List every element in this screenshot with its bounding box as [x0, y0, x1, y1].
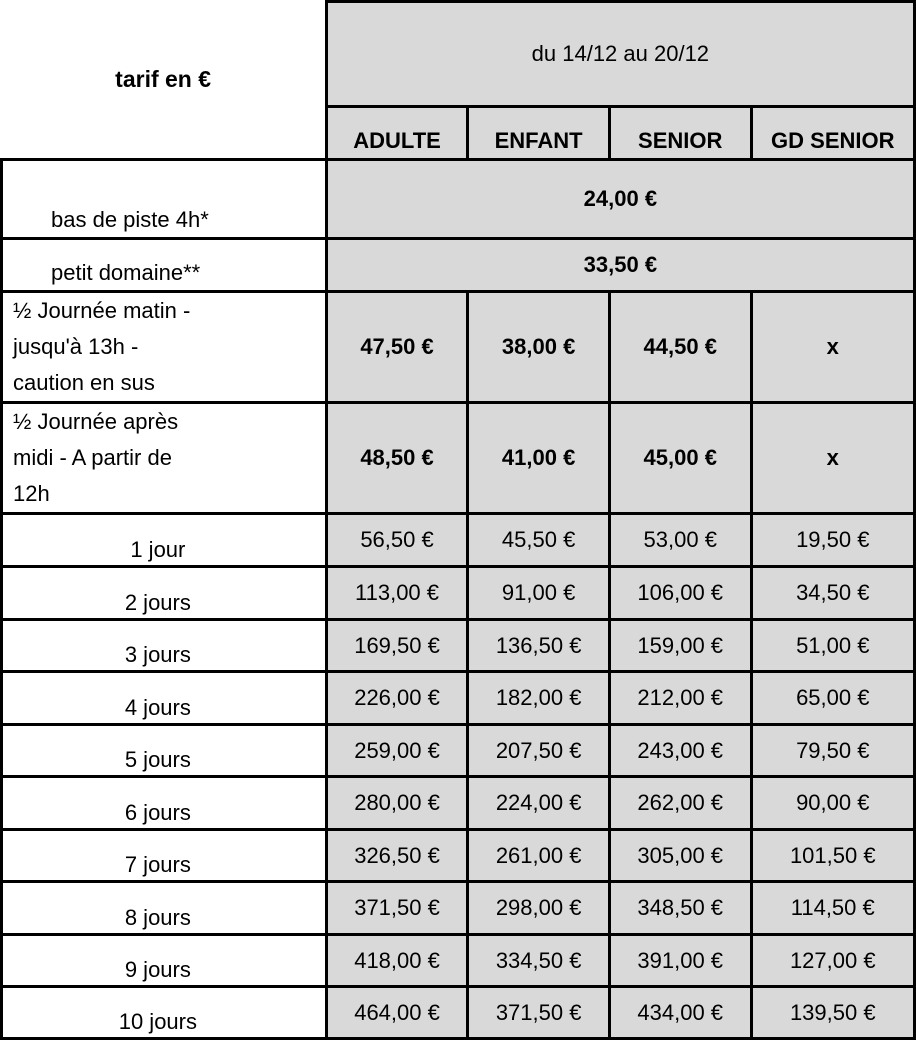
table-row: 7 jours 326,50 €261,00 €305,00 €101,50 €	[0, 828, 916, 883]
table-row: 2 jours 113,00 €91,00 €106,00 €34,50 €	[0, 565, 916, 621]
table-title: tarif en €	[1, 1, 328, 161]
table-row: 3 jours 169,50 €136,50 €159,00 €51,00 €	[0, 618, 916, 673]
price-cell-enfant: 224,00 €	[466, 775, 611, 831]
price-cell-adulte: 259,00 €	[324, 723, 470, 778]
price-cell-senior: 44,50 €	[607, 290, 753, 404]
price-cell-gd-senior: x	[749, 401, 916, 515]
price-cell-gd-senior: 139,50 €	[749, 985, 916, 1040]
row-label: 10 jours	[0, 985, 328, 1040]
table-row: 4 jours 226,00 €182,00 €212,00 €65,00 €	[0, 670, 916, 726]
table-row: 10 jours 464,00 €371,50 €434,00 €139,50 €	[0, 985, 916, 1040]
column-header-gd-senior: GD SENIOR	[749, 105, 916, 161]
price-cell-senior: 262,00 €	[607, 775, 753, 831]
column-header-adulte: ADULTE	[324, 105, 470, 161]
price-cell-all: 24,00 €	[324, 158, 916, 240]
price-cell-enfant: 298,00 €	[466, 880, 611, 936]
price-cell-gd-senior: x	[749, 290, 916, 404]
row-label-line: ½ Journée après	[13, 409, 179, 434]
table-row: bas de piste 4h* 24,00 €	[0, 158, 916, 240]
price-cell-adulte: 326,50 €	[324, 828, 470, 883]
price-cell-enfant: 91,00 €	[466, 565, 611, 621]
row-label-line: midi - A partir de	[13, 445, 172, 470]
row-label: bas de piste 4h*	[0, 158, 328, 240]
price-cell-adulte: 47,50 €	[324, 290, 470, 404]
price-cell-senior: 434,00 €	[607, 985, 753, 1040]
price-cell-adulte: 48,50 €	[324, 401, 470, 515]
price-cell-adulte: 113,00 €	[324, 565, 470, 621]
price-cell-enfant: 136,50 €	[466, 618, 611, 673]
price-cell-enfant: 38,00 €	[466, 290, 611, 404]
price-cell-senior: 212,00 €	[607, 670, 753, 726]
price-cell-senior: 45,00 €	[607, 401, 753, 515]
price-cell-senior: 348,50 €	[607, 880, 753, 936]
price-cell-adulte: 371,50 €	[324, 880, 470, 936]
row-label-line: jusqu'à 13h -	[13, 334, 139, 359]
price-cell-gd-senior: 101,50 €	[749, 828, 916, 883]
column-header-enfant: ENFANT	[466, 105, 611, 161]
column-header-senior: SENIOR	[607, 105, 753, 161]
row-label: 8 jours	[0, 880, 328, 936]
price-cell-adulte: 280,00 €	[324, 775, 470, 831]
row-label: 9 jours	[0, 933, 328, 988]
row-label: 7 jours	[0, 828, 328, 883]
table-row: ½ Journée matin - jusqu'à 13h - caution e…	[0, 290, 916, 404]
price-cell-adulte: 56,50 €	[324, 512, 470, 568]
price-cell-adulte: 226,00 €	[324, 670, 470, 726]
price-cell-enfant: 207,50 €	[466, 723, 611, 778]
row-label: ½ Journée après midi - A partir de 12h	[0, 401, 328, 515]
price-cell-gd-senior: 127,00 €	[749, 933, 916, 988]
price-cell-enfant: 261,00 €	[466, 828, 611, 883]
period-header: du 14/12 au 20/12	[324, 0, 916, 108]
price-cell-senior: 53,00 €	[607, 512, 753, 568]
price-cell-enfant: 334,50 €	[466, 933, 611, 988]
price-cell-gd-senior: 65,00 €	[749, 670, 916, 726]
row-label: 6 jours	[0, 775, 328, 831]
price-cell-enfant: 182,00 €	[466, 670, 611, 726]
price-cell-senior: 159,00 €	[607, 618, 753, 673]
row-label: petit domaine**	[0, 237, 328, 293]
table-row: 9 jours 418,00 €334,50 €391,00 €127,00 €	[0, 933, 916, 988]
price-cell-all: 33,50 €	[324, 237, 916, 293]
row-label: ½ Journée matin - jusqu'à 13h - caution e…	[0, 290, 328, 404]
row-label-line: caution en sus	[13, 370, 155, 395]
row-label: 2 jours	[0, 565, 328, 621]
price-cell-enfant: 41,00 €	[466, 401, 611, 515]
price-cell-gd-senior: 79,50 €	[749, 723, 916, 778]
table-row: 1 jour 56,50 €45,50 €53,00 €19,50 €	[0, 512, 916, 568]
table-row: ½ Journée après midi - A partir de 12h 48,5…	[0, 401, 916, 515]
price-cell-senior: 243,00 €	[607, 723, 753, 778]
table-row: petit domaine** 33,50 €	[0, 237, 916, 293]
row-label-line: ½ Journée matin -	[13, 298, 191, 323]
price-cell-gd-senior: 51,00 €	[749, 618, 916, 673]
price-cell-senior: 106,00 €	[607, 565, 753, 621]
price-cell-senior: 391,00 €	[607, 933, 753, 988]
row-label-line: 12h	[13, 481, 50, 506]
price-cell-enfant: 371,50 €	[466, 985, 611, 1040]
table-row: 8 jours 371,50 €298,00 €348,50 €114,50 €	[0, 880, 916, 936]
table-row: 6 jours 280,00 €224,00 €262,00 €90,00 €	[0, 775, 916, 831]
price-cell-adulte: 418,00 €	[324, 933, 470, 988]
price-cell-gd-senior: 90,00 €	[749, 775, 916, 831]
price-cell-gd-senior: 34,50 €	[749, 565, 916, 621]
price-cell-enfant: 45,50 €	[466, 512, 611, 568]
price-cell-gd-senior: 114,50 €	[749, 880, 916, 936]
row-label: 5 jours	[0, 723, 328, 778]
table-row: 5 jours 259,00 €207,50 €243,00 €79,50 €	[0, 723, 916, 778]
price-cell-gd-senior: 19,50 €	[749, 512, 916, 568]
row-label: 1 jour	[0, 512, 328, 568]
price-cell-senior: 305,00 €	[607, 828, 753, 883]
row-label: 3 jours	[0, 618, 328, 673]
price-cell-adulte: 169,50 €	[324, 618, 470, 673]
row-label: 4 jours	[0, 670, 328, 726]
price-cell-adulte: 464,00 €	[324, 985, 470, 1040]
